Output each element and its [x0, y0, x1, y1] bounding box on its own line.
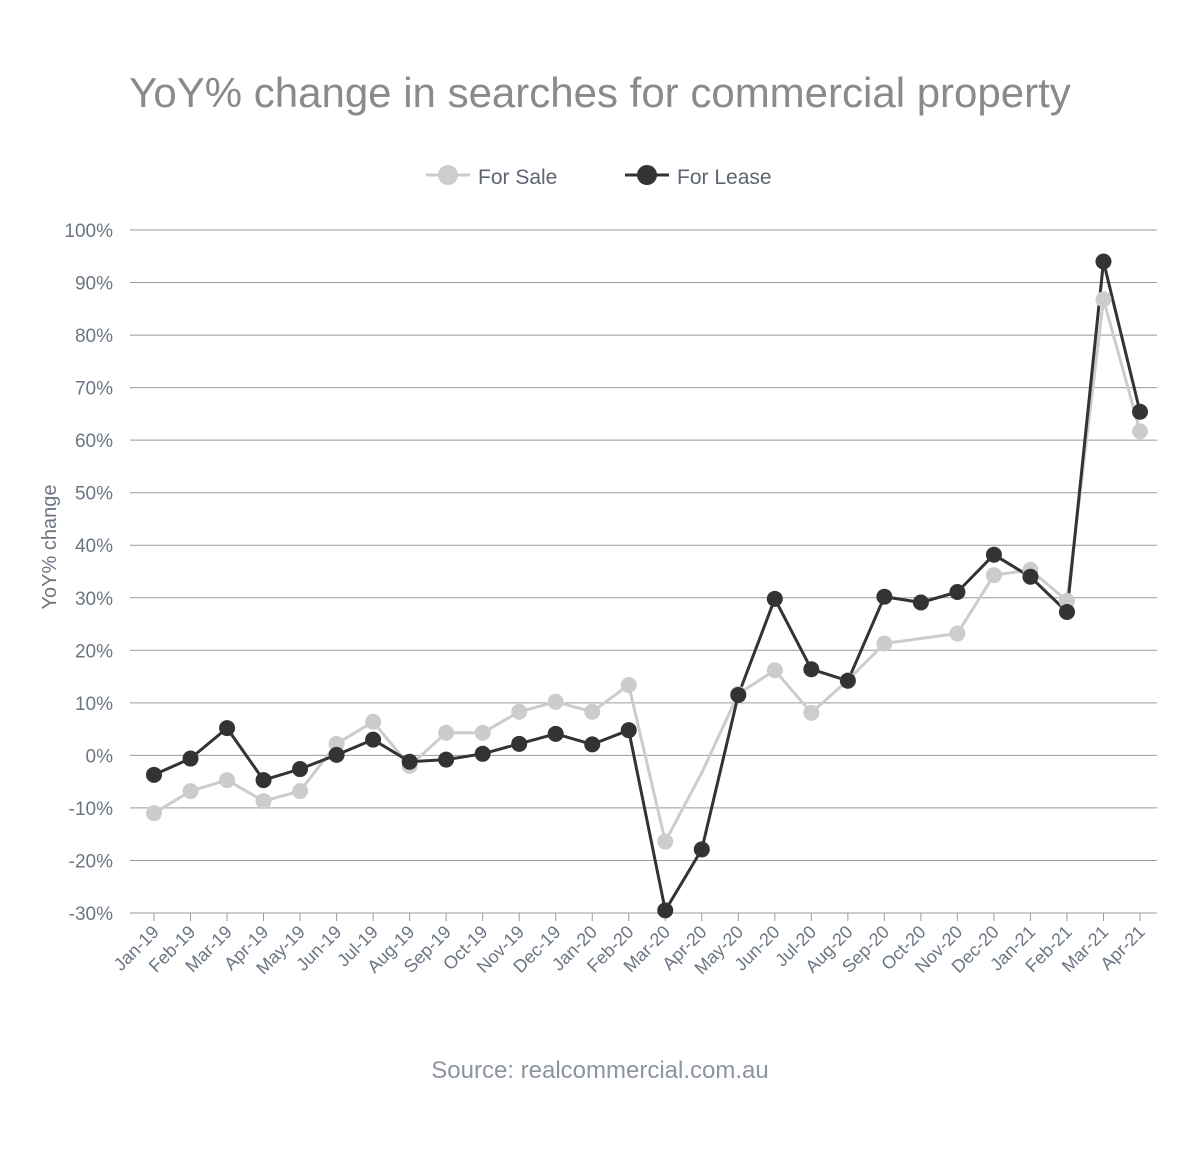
data-point-for-lease	[620, 722, 637, 739]
data-point-for-sale	[146, 805, 162, 822]
chart-title: YoY% change in searches for commercial p…	[129, 69, 1071, 116]
data-point-for-lease	[1132, 403, 1148, 420]
series-markers	[146, 253, 1148, 919]
data-point-for-sale	[1132, 423, 1148, 440]
y-tick-label: 80%	[75, 326, 113, 347]
data-point-for-sale	[474, 724, 491, 741]
y-tick-label: 0%	[86, 746, 114, 767]
data-point-for-sale	[584, 703, 601, 720]
data-point-for-lease	[401, 753, 418, 770]
y-tick-label: 20%	[75, 641, 113, 662]
data-point-for-sale	[1095, 291, 1112, 308]
y-tick-label: 40%	[75, 536, 113, 557]
data-point-for-sale	[182, 783, 199, 800]
legend-marker-for-sale	[438, 165, 458, 185]
y-tick-labels: -30% -20% -10% 0% 10% 20% 30% 40% 50% 60% 70% 80% 90…	[64, 221, 113, 925]
data-point-for-sale	[620, 676, 637, 693]
y-tick-label: -10%	[69, 799, 113, 820]
series-line-for-lease	[153, 260, 1142, 912]
data-point-for-lease	[766, 590, 783, 607]
y-tick-label: -30%	[69, 904, 113, 925]
y-tick-label: 60%	[75, 431, 113, 452]
y-tick-label: 30%	[75, 589, 113, 610]
data-point-for-lease	[255, 772, 272, 789]
data-point-for-lease	[1058, 603, 1075, 620]
data-point-for-sale	[438, 724, 455, 741]
data-point-for-sale	[803, 704, 820, 721]
data-point-for-lease	[912, 594, 929, 611]
data-point-for-sale	[949, 625, 966, 642]
data-point-for-lease	[985, 546, 1002, 563]
y-tick-label: 70%	[75, 379, 113, 400]
y-tick-label: 50%	[75, 484, 113, 505]
data-point-for-lease	[693, 841, 710, 858]
data-point-for-lease	[876, 588, 893, 605]
data-point-for-sale	[1058, 592, 1075, 609]
data-point-for-sale	[657, 833, 674, 850]
series-lines	[153, 260, 1142, 912]
y-tick-label: 90%	[75, 274, 113, 295]
data-point-for-lease	[219, 720, 236, 737]
data-point-for-lease	[1095, 253, 1112, 270]
data-point-for-sale	[876, 635, 893, 652]
data-point-for-lease	[547, 725, 564, 742]
data-point-for-lease	[328, 746, 345, 763]
legend-marker-for-lease	[637, 165, 657, 185]
legend-item-for-sale: For Sale	[426, 165, 557, 189]
data-point-for-sale	[292, 783, 309, 800]
data-point-for-lease	[949, 583, 966, 600]
data-point-for-lease	[474, 745, 491, 762]
data-point-for-sale	[547, 693, 564, 710]
data-point-for-lease	[803, 661, 820, 678]
data-point-for-lease	[730, 686, 747, 703]
legend: For Sale For Lease	[426, 165, 772, 189]
data-point-for-sale	[766, 662, 783, 679]
data-point-for-lease	[365, 731, 382, 748]
data-point-for-lease	[1022, 568, 1039, 585]
data-point-for-lease	[438, 751, 455, 768]
data-point-for-sale	[365, 713, 382, 730]
legend-label-for-lease: For Lease	[677, 166, 772, 189]
data-point-for-lease	[511, 735, 528, 752]
data-point-for-lease	[657, 902, 674, 919]
data-point-for-lease	[146, 766, 162, 783]
data-point-for-sale	[328, 735, 345, 752]
y-axis-title: YoY% change	[39, 485, 61, 610]
data-point-for-sale	[255, 793, 272, 810]
x-tick-labels: Jan-19Feb-19Mar-19Apr-19May-19Jun-19Jul-…	[110, 913, 1149, 978]
data-point-for-sale	[219, 772, 236, 789]
data-point-for-lease	[292, 761, 309, 778]
y-tick-label: 10%	[75, 694, 113, 715]
data-point-for-lease	[839, 672, 856, 689]
legend-label-for-sale: For Sale	[478, 166, 557, 189]
data-point-for-sale	[985, 567, 1002, 584]
legend-item-for-lease: For Lease	[625, 165, 772, 189]
y-tick-label: -20%	[69, 851, 113, 872]
data-point-for-lease	[182, 750, 199, 767]
data-point-for-lease	[584, 736, 601, 753]
source-note: Source: realcommercial.com.au	[431, 1057, 768, 1084]
data-point-for-sale	[511, 703, 528, 720]
y-tick-label: 100%	[64, 221, 113, 242]
